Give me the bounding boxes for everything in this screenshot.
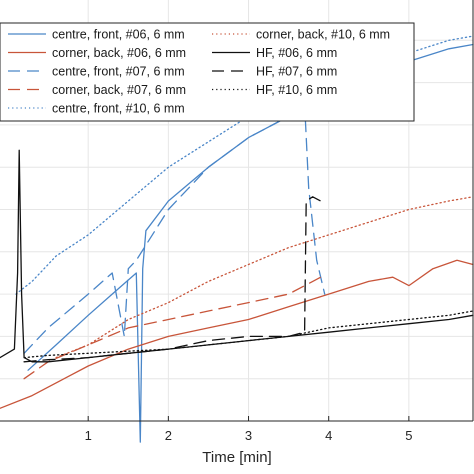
x-axis-title: Time [min]	[202, 449, 271, 466]
legend-label-6: corner, back, #10, 6 mm	[256, 28, 390, 42]
x-tick-label: 2	[165, 428, 172, 443]
legend-label-3: centre, front, #07, 6 mm	[52, 65, 185, 79]
legend-label-8: HF, #07, 6 mm	[256, 65, 337, 79]
series-line-6	[55, 196, 474, 359]
series-line-2	[0, 259, 474, 409]
series-line-3	[23, 103, 326, 354]
x-axis-ticks: 1 2 3 4 5	[85, 416, 412, 443]
series-line-9	[23, 310, 474, 359]
x-tick-label: 3	[245, 428, 252, 443]
series-line-8	[23, 196, 322, 363]
legend-label-7: HF, #06, 6 mm	[256, 46, 337, 60]
x-tick-label: 1	[85, 428, 92, 443]
x-tick-label: 5	[405, 428, 412, 443]
legend-label-5: centre, front, #10, 6 mm	[52, 102, 185, 116]
legend: centre, front, #06, 6 mm corner, back, #0…	[0, 22, 415, 122]
series-line-4	[23, 276, 322, 380]
legend-label-2: corner, back, #06, 6 mm	[52, 46, 186, 60]
legend-label-9: HF, #10, 6 mm	[256, 83, 337, 97]
legend-box	[0, 22, 415, 122]
legend-label-1: centre, front, #06, 6 mm	[52, 28, 185, 42]
legend-label-4: corner, back, #07, 6 mm	[52, 83, 186, 97]
axes-frame	[0, 0, 474, 422]
x-tick-label: 4	[325, 428, 332, 443]
